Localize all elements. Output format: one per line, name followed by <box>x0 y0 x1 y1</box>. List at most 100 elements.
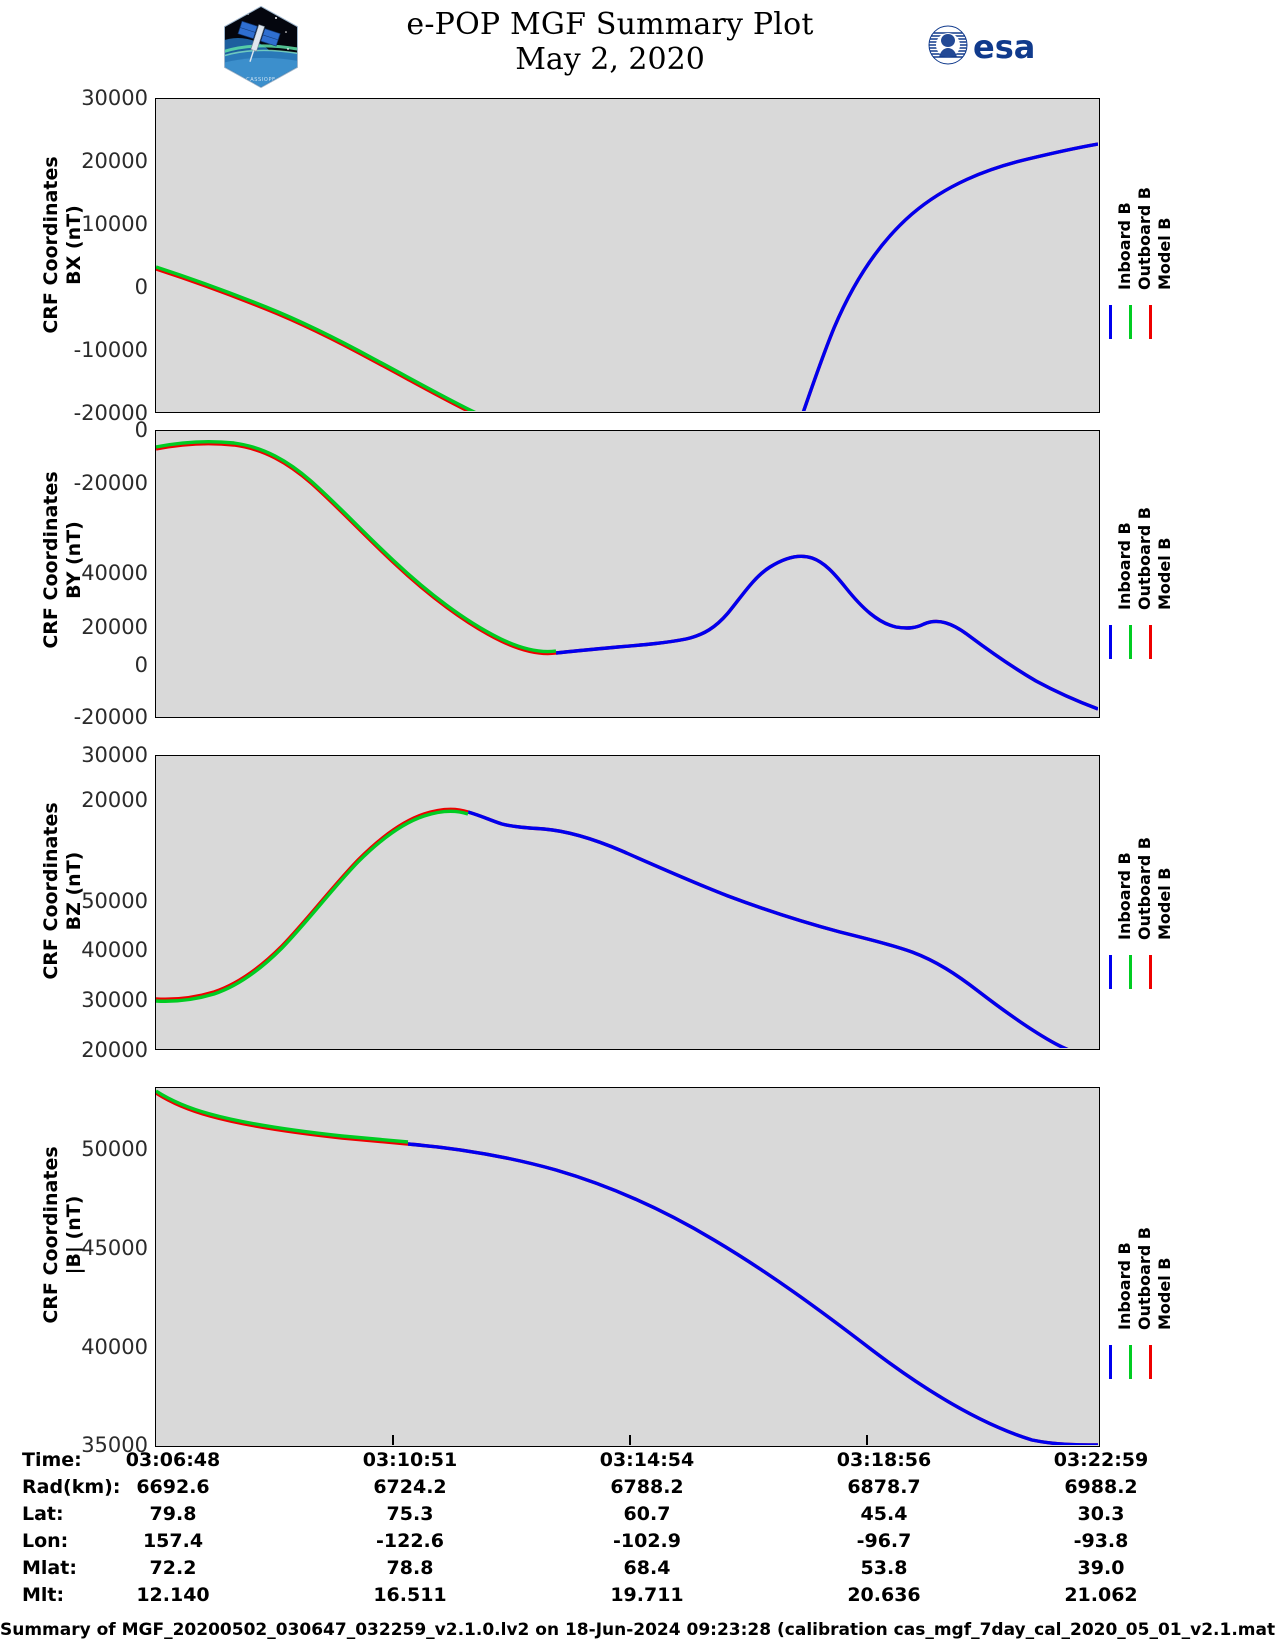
legend-swatch-by-model <box>1149 625 1152 659</box>
ytick-by-0: 0 <box>134 418 148 442</box>
ylabel-bz-line1: CRF Coordinates <box>40 802 62 980</box>
ytick-bx-5: -20000 <box>73 401 148 425</box>
annot-val-time-0: 03:06:48 <box>125 1449 221 1471</box>
ytick-bz-3: 40000 <box>81 938 148 962</box>
legend-swatch-by-outboard <box>1129 625 1132 659</box>
annot-val-mlat-1: 78.8 <box>386 1557 434 1579</box>
title-line-1: e-POP MGF Summary Plot <box>406 7 814 42</box>
ytick-bx-0: 30000 <box>81 86 148 110</box>
legend-swatch-bmag-outboard <box>1129 1345 1132 1379</box>
plot-area-by <box>155 430 1100 718</box>
legend-label-bmag-outboard: Outboard B <box>1135 1227 1154 1330</box>
annot-val-time-3: 03:18:56 <box>836 1449 932 1471</box>
ylabel-bx-line1: CRF Coordinates <box>40 156 62 334</box>
annot-val-lon-4: -93.8 <box>1073 1530 1129 1552</box>
annot-val-mlat-0: 72.2 <box>149 1557 197 1579</box>
annot-val-time-2: 03:14:54 <box>599 1449 695 1471</box>
legend-label-bmag-model: Model B <box>1155 1257 1174 1330</box>
esa-wordmark: esa <box>973 28 1035 66</box>
annot-row-lon: Lon: 157.4 -122.6 -102.9 -96.7 -93.8 <box>0 1530 1275 1557</box>
legend-label-bz-model: Model B <box>1155 867 1174 940</box>
annot-val-mlt-2: 19.711 <box>610 1584 684 1606</box>
svg-text:CASSIOPE: CASSIOPE <box>246 77 276 83</box>
legend-label-bx-outboard: Outboard B <box>1135 187 1154 290</box>
page-header: CASSIOPE e-POP MGF Summary Plot May 2, 2… <box>0 0 1275 95</box>
title-line-2: May 2, 2020 <box>515 41 705 77</box>
series-model-bx-tail <box>801 142 1098 411</box>
ylabel-by-line1: CRF Coordinates <box>40 471 62 649</box>
annot-val-time-1: 03:10:51 <box>362 1449 458 1471</box>
annot-val-mlt-4: 21.062 <box>1064 1584 1138 1606</box>
series-outboard-bx <box>156 265 477 411</box>
annot-val-lat-2: 60.7 <box>623 1503 671 1525</box>
annot-val-mlt-1: 16.511 <box>373 1584 447 1606</box>
annot-val-lon-2: -102.9 <box>613 1530 681 1552</box>
series-outboard-bz <box>156 809 469 1003</box>
series-inboard-bz <box>467 810 1069 1048</box>
annot-val-rad-4: 6988.2 <box>1064 1476 1138 1498</box>
annot-val-lon-3: -96.7 <box>856 1530 912 1552</box>
ytick-by-4: 0 <box>134 653 148 677</box>
annot-val-rad-2: 6788.2 <box>610 1476 684 1498</box>
ytick-bz-5: 20000 <box>81 1038 148 1062</box>
annot-row-rad: Rad(km): 6692.6 6724.2 6788.2 6878.7 698… <box>0 1476 1275 1503</box>
ylabel-bz: CRF Coordinates BZ (nT) <box>40 736 85 1046</box>
legend-swatch-bx-outboard <box>1129 305 1132 339</box>
legend-swatch-bx-inboard <box>1109 305 1112 339</box>
legend-label-bmag-inboard: Inboard B <box>1115 1242 1134 1330</box>
ylabel-by-line2: BY (nT) <box>63 521 85 599</box>
annot-val-time-4: 03:22:59 <box>1053 1449 1149 1471</box>
ytick-bx-4: -10000 <box>73 338 148 362</box>
ytick-bx-3: 0 <box>134 275 148 299</box>
plot-svg-bx <box>156 142 1098 411</box>
annot-val-mlat-4: 39.0 <box>1077 1557 1125 1579</box>
annot-val-mlat-2: 68.4 <box>623 1557 671 1579</box>
annot-val-rad-1: 6724.2 <box>373 1476 447 1498</box>
ytick-by-1: -20000 <box>73 471 148 495</box>
legend-label-by-inboard: Inboard B <box>1115 522 1134 610</box>
annot-key-mlat: Mlat: <box>22 1557 77 1579</box>
ylabel-bmag-line1: CRF Coordinates <box>40 1146 62 1324</box>
legend-swatch-bmag-inboard <box>1109 1345 1112 1379</box>
series-model-bmag-tail <box>407 1142 1098 1445</box>
annot-val-mlt-0: 12.140 <box>136 1584 210 1606</box>
ephemeris-annotation-table: Time: 03:06:48 03:10:51 03:14:54 03:18:5… <box>0 1449 1275 1611</box>
series-inboard-bmag <box>407 1142 1098 1445</box>
ytick-bmag-1: 45000 <box>81 1236 148 1260</box>
annot-val-lat-3: 45.4 <box>860 1503 908 1525</box>
legend-label-by-outboard: Outboard B <box>1135 507 1154 610</box>
esa-agency-logo: esa <box>925 22 1055 68</box>
annot-val-lat-4: 30.3 <box>1077 1503 1125 1525</box>
ytick-bx-2: 10000 <box>81 212 148 236</box>
legend-swatch-bz-outboard <box>1129 955 1132 989</box>
ytick-bz-4: 30000 <box>81 988 148 1012</box>
plot-area-bx <box>155 98 1100 413</box>
ytick-bmag-3: 35000 <box>81 1433 148 1457</box>
series-model-bz <box>156 807 469 1001</box>
annot-val-lat-0: 79.8 <box>149 1503 197 1525</box>
annot-row-time: Time: 03:06:48 03:10:51 03:14:54 03:18:5… <box>0 1449 1275 1476</box>
annot-val-mlat-3: 53.8 <box>860 1557 908 1579</box>
series-outboard-by <box>156 439 557 654</box>
series-inboard-bx <box>801 142 1098 411</box>
ytick-by-3: 20000 <box>81 615 148 639</box>
series-model-by-tail <box>555 554 1098 711</box>
annot-key-lat: Lat: <box>22 1503 64 1525</box>
legend-label-bx-model: Model B <box>1155 217 1174 290</box>
legend-label-bx-inboard: Inboard B <box>1115 202 1134 290</box>
annot-val-lon-1: -122.6 <box>376 1530 444 1552</box>
plot-area-bz <box>155 755 1100 1050</box>
footer-provenance-text: Summary of MGF_20200502_030647_032259_v2… <box>0 1620 1275 1640</box>
xaxis-ticks-bmag <box>392 1435 868 1445</box>
annot-key-rad: Rad(km): <box>22 1476 121 1498</box>
annot-key-time: Time: <box>22 1449 82 1471</box>
ytick-bz-2: 50000 <box>81 889 148 913</box>
series-model-bmag <box>156 1091 409 1146</box>
annot-key-mlt: Mlt: <box>22 1584 65 1606</box>
ytick-by-5: -20000 <box>73 705 148 729</box>
legend-label-by-model: Model B <box>1155 537 1174 610</box>
cassiope-mission-patch-logo: CASSIOPE <box>218 4 304 90</box>
ytick-bz-1: 20000 <box>81 788 148 812</box>
plot-svg-bmag <box>156 1089 1098 1445</box>
series-outboard-bmag <box>156 1089 409 1144</box>
